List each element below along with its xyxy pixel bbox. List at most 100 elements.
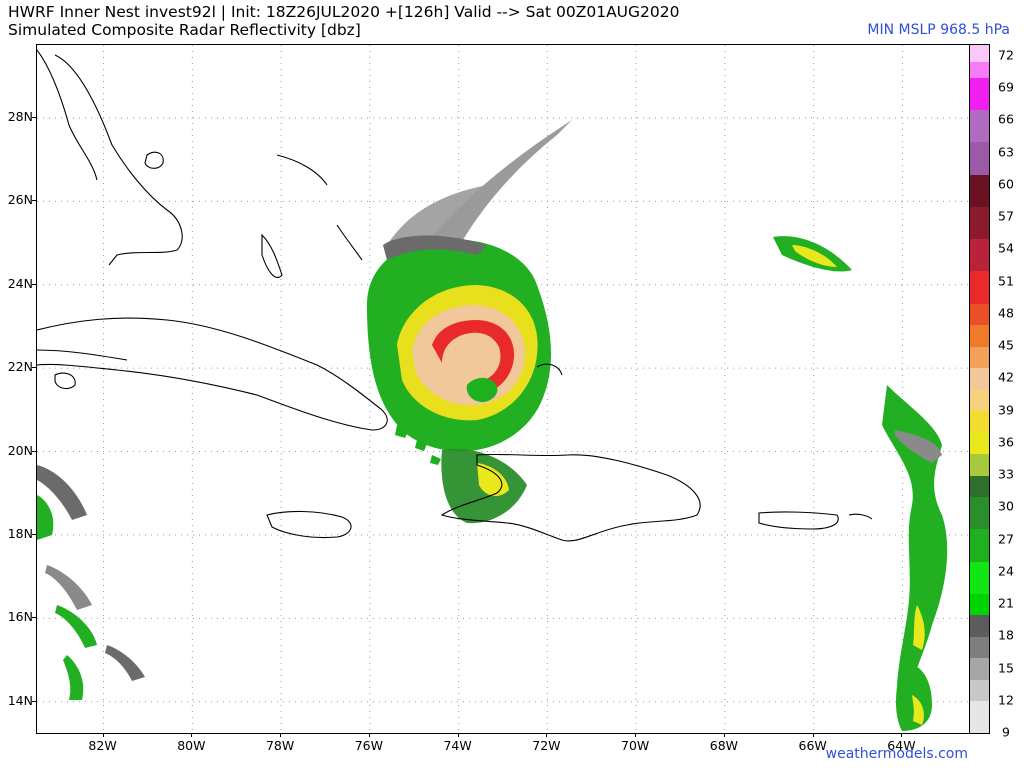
colorbar-segment: [970, 561, 989, 594]
colorbar-segment: [970, 367, 989, 390]
lat-tick: [32, 617, 36, 619]
colorbar-label-24: 24: [998, 563, 1014, 579]
isle-of-youth: [54, 372, 76, 390]
rainband-antilles-south-yellow: [912, 695, 924, 725]
lat-label-20N: 20N: [7, 442, 33, 458]
hispaniola-coast: [440, 453, 701, 542]
colorbar-segment: [970, 475, 989, 497]
colorbar-label-9: 9: [1002, 724, 1010, 740]
colorbar-label-72: 72: [998, 47, 1014, 63]
chart-title: HWRF Inner Nest invest92l | Init: 18Z26J…: [8, 3, 680, 21]
colorbar-segment: [970, 496, 989, 530]
colorbar-segment: [970, 270, 989, 304]
streaks-west-5: [105, 645, 145, 681]
colorbar-segment: [970, 389, 989, 411]
lon-tick: [368, 733, 370, 737]
min-mslp-label: MIN MSLP 968.5 hPa: [867, 22, 1010, 38]
colorbar-segment: [970, 303, 989, 325]
lon-label-70W: 70W: [621, 738, 650, 753]
colorbar-label-39: 39: [998, 402, 1014, 417]
lon-tick: [102, 733, 104, 737]
colorbar-label-12: 12: [998, 692, 1014, 708]
lon-tick: [812, 733, 814, 737]
colorbar-label-15: 15: [998, 660, 1014, 675]
colorbar-segment: [970, 528, 989, 562]
lat-label-22N: 22N: [7, 359, 33, 375]
jamaica-coast: [266, 510, 352, 539]
outer-rainband-grey: [432, 120, 572, 250]
lon-label-68W: 68W: [709, 738, 739, 753]
rainband-antilles-grey: [895, 430, 942, 463]
colorbar-label-27: 27: [998, 531, 1014, 546]
colorbar-segment: [970, 593, 989, 616]
colorbar-segment: [970, 45, 989, 62]
lat-tick: [32, 200, 36, 202]
lon-tick: [457, 733, 459, 737]
turks-caicos: [536, 363, 563, 376]
cells-south: [395, 425, 441, 465]
colorbar-label-21: 21: [998, 595, 1014, 611]
lon-label-72W: 72W: [532, 738, 561, 753]
lat-label-28N: 28N: [7, 108, 33, 124]
colorbar-segment: [970, 206, 989, 239]
lon-tick: [546, 733, 548, 737]
lat-tick: [32, 700, 36, 702]
colorbar-segment: [970, 77, 989, 110]
colorbar-label-63: 63: [998, 144, 1014, 159]
colorbar-segment: [970, 657, 989, 680]
lat-label-26N: 26N: [7, 192, 33, 208]
colorbar-label-42: 42: [998, 369, 1014, 385]
colorbar-segment: [970, 324, 989, 347]
rainband-east-north-yellow: [792, 245, 837, 267]
chart-subtitle: Simulated Composite Radar Reflectivity […: [8, 21, 361, 39]
bahamas-andros: [261, 233, 283, 278]
cuba-south-coast: [37, 349, 128, 361]
streaks-west-6: [63, 655, 84, 700]
colorbar-segment: [970, 61, 989, 78]
map-panel: [36, 44, 970, 734]
colorbar-segment: [970, 453, 989, 476]
lat-tick: [32, 367, 36, 369]
storm-red-band: [432, 320, 515, 395]
colorbar-label-51: 51: [998, 273, 1014, 288]
lon-label-78W: 78W: [265, 738, 295, 753]
radar-map: [37, 45, 969, 733]
lat-tick: [32, 283, 36, 285]
lake-okeechobee: [144, 151, 164, 169]
colorbar-segment: [970, 432, 989, 454]
lat-tick: [32, 450, 36, 452]
colorbar-segment: [970, 174, 989, 207]
lon-tick: [280, 733, 282, 737]
streaks-west-3: [45, 565, 92, 610]
lat-label-14N: 14N: [7, 692, 33, 708]
puerto-rico-coast: [758, 511, 839, 530]
colorbar-label-57: 57: [998, 208, 1014, 224]
colorbar-label-66: 66: [998, 111, 1014, 127]
colorbar-label-45: 45: [998, 337, 1014, 353]
lat-label-16N: 16N: [7, 609, 33, 625]
lon-tick: [191, 733, 193, 737]
colorbar-segment: [970, 410, 989, 433]
colorbar-label-30: 30: [998, 498, 1014, 514]
storm-eye: [466, 377, 498, 403]
lat-tick: [32, 116, 36, 118]
reflectivity-layer: [37, 120, 948, 731]
lon-tick: [635, 733, 637, 737]
colorbar: [969, 44, 990, 734]
lon-label-80W: 80W: [177, 738, 206, 753]
colorbar-label-33: 33: [998, 466, 1014, 482]
florida-coast: [54, 54, 183, 266]
colorbar-label-48: 48: [998, 305, 1014, 321]
colorbar-segment: [970, 109, 989, 143]
lon-label-82W: 82W: [88, 738, 117, 753]
storm-grey-edge: [383, 235, 487, 260]
cuba-coast: [37, 317, 388, 431]
bahamas-abaco: [336, 224, 363, 261]
streaks-west-2: [37, 495, 54, 540]
lon-label-66W: 66W: [798, 738, 827, 753]
lat-label-24N: 24N: [7, 275, 33, 291]
colorbar-label-69: 69: [998, 79, 1014, 95]
credit-text: weathermodels.com: [825, 746, 968, 762]
lat-tick: [32, 533, 36, 535]
colorbar-segment: [970, 679, 989, 702]
